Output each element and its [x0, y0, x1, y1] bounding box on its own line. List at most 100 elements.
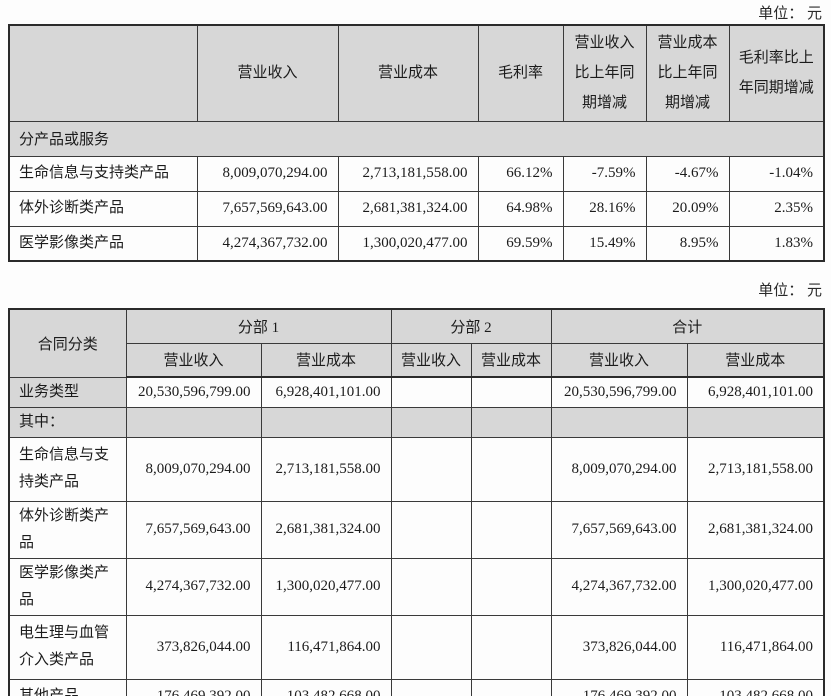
- cell-cost: 1,300,020,477.00: [337, 225, 479, 262]
- t2-corner-header: 合同分类: [8, 308, 127, 378]
- empty-cell: [390, 406, 472, 438]
- cell-seg2-cost: [470, 678, 552, 696]
- cell-seg2-revenue: [390, 557, 472, 616]
- t2-subheader-cost: 营业成本: [470, 342, 552, 378]
- cell-seg2-revenue: [390, 614, 472, 680]
- cell-margin: 66.12%: [477, 155, 564, 192]
- cell-total-revenue: 176,469,392.00: [550, 678, 688, 696]
- cell-seg2-revenue: [390, 678, 472, 696]
- t2-subheader-revenue: 营业收入: [550, 342, 688, 378]
- unit-label-table1: 单位： 元: [758, 6, 822, 22]
- table-row: 医学影像类产品 4,274,367,732.00 1,300,020,477.0…: [8, 225, 825, 262]
- cell-margin-yoy: 1.83%: [728, 225, 825, 262]
- table-row: 生命信息与支持类产品 8,009,070,294.00 2,713,181,55…: [8, 155, 825, 192]
- cell-cost: 2,713,181,558.00: [337, 155, 479, 192]
- cell-total-revenue: 7,657,569,643.00: [550, 500, 688, 559]
- row-label: 其他产品: [8, 678, 127, 696]
- empty-cell: [125, 406, 262, 438]
- t2-group-total: 合计: [550, 308, 825, 344]
- cell-seg1-cost: 6,928,401,101.00: [260, 376, 392, 408]
- cell-total-cost: 6,928,401,101.00: [686, 376, 825, 408]
- empty-cell: [470, 406, 552, 438]
- cell-total-revenue: 373,826,044.00: [550, 614, 688, 680]
- t1-header-margin-yoy: 毛利率比上年同期增减: [728, 24, 825, 122]
- table-row: 体外诊断类产品 7,657,569,643.00 2,681,381,324.0…: [8, 500, 825, 559]
- cell-seg2-cost: [470, 436, 552, 502]
- cell-seg1-revenue: 7,657,569,643.00: [125, 500, 262, 559]
- cell-seg1-cost: 2,713,181,558.00: [260, 436, 392, 502]
- cell-seg2-cost: [470, 500, 552, 559]
- table-row: 生命信息与支持类产品 8,009,070,294.00 2,713,181,55…: [8, 436, 825, 502]
- cell-seg1-cost: 2,681,381,324.00: [260, 500, 392, 559]
- cell-total-cost: 2,713,181,558.00: [686, 436, 825, 502]
- cell-seg1-revenue: 8,009,070,294.00: [125, 436, 262, 502]
- row-label: 体外诊断类产品: [8, 500, 127, 559]
- t1-header-revenue-yoy: 营业收入比上年同期增减: [562, 24, 647, 122]
- t2-group-segment2: 分部 2: [390, 308, 552, 344]
- t2-group-segment1: 分部 1: [125, 308, 392, 344]
- cell-seg1-cost: 116,471,864.00: [260, 614, 392, 680]
- t1-section-label: 分产品或服务: [8, 120, 825, 157]
- cell-cost: 2,681,381,324.00: [337, 190, 479, 227]
- cell-revenue: 8,009,070,294.00: [196, 155, 339, 192]
- cell-margin-yoy: 2.35%: [728, 190, 825, 227]
- t1-header-cost: 营业成本: [337, 24, 479, 122]
- cell-cost-yoy: -4.67%: [645, 155, 730, 192]
- row-label: 生命信息与支持类产品: [8, 155, 198, 192]
- empty-cell: [260, 406, 392, 438]
- cell-revenue-yoy: 15.49%: [562, 225, 647, 262]
- products-services-table: 营业收入 营业成本 毛利率 营业收入比上年同期增减 营业成本比上年同期增减 毛利…: [8, 24, 825, 262]
- empty-cell: [550, 406, 688, 438]
- t1-header-row: 营业收入 营业成本 毛利率 营业收入比上年同期增减 营业成本比上年同期增减 毛利…: [8, 24, 825, 122]
- cell-revenue-yoy: -7.59%: [562, 155, 647, 192]
- cell-seg2-cost: [470, 614, 552, 680]
- cell-revenue: 7,657,569,643.00: [196, 190, 339, 227]
- table-row: 医学影像类产品 4,274,367,732.00 1,300,020,477.0…: [8, 557, 825, 616]
- cell-seg2-revenue: [390, 500, 472, 559]
- table-row-business-type: 业务类型 20,530,596,799.00 6,928,401,101.00 …: [8, 376, 825, 408]
- cell-total-cost: 2,681,381,324.00: [686, 500, 825, 559]
- unit-label-table2: 单位： 元: [758, 283, 822, 299]
- cell-revenue: 4,274,367,732.00: [196, 225, 339, 262]
- row-label: 体外诊断类产品: [8, 190, 198, 227]
- cell-total-revenue: 8,009,070,294.00: [550, 436, 688, 502]
- t1-header-cost-yoy: 营业成本比上年同期增减: [645, 24, 730, 122]
- cell-seg1-revenue: 373,826,044.00: [125, 614, 262, 680]
- t1-header-revenue: 营业收入: [196, 24, 339, 122]
- t1-header-margin: 毛利率: [477, 24, 564, 122]
- cell-cost-yoy: 20.09%: [645, 190, 730, 227]
- table-row: 电生理与血管介入类产品 373,826,044.00 116,471,864.0…: [8, 614, 825, 680]
- t2-sub-header-row: 营业收入 营业成本 营业收入 营业成本 营业收入 营业成本: [9, 342, 825, 378]
- cell-total-revenue: 4,274,367,732.00: [550, 557, 688, 616]
- table-row-among-which: 其中：: [8, 406, 825, 438]
- t2-subheader-revenue: 营业收入: [390, 342, 472, 378]
- cell-seg1-cost: 103,482,668.00: [260, 678, 392, 696]
- t2-subheader-revenue: 营业收入: [125, 342, 262, 378]
- cell-seg1-revenue: 4,274,367,732.00: [125, 557, 262, 616]
- contract-classification-table: 合同分类 分部 1 分部 2 合计 营业收入 营业成本 营业收入 营业成本 营业…: [8, 308, 826, 696]
- cell-revenue-yoy: 28.16%: [562, 190, 647, 227]
- cell-cost-yoy: 8.95%: [645, 225, 730, 262]
- t2-subheader-cost: 营业成本: [260, 342, 392, 378]
- t1-section-row: 分产品或服务: [8, 120, 825, 157]
- cell-margin-yoy: -1.04%: [728, 155, 825, 192]
- cell-seg2-cost: [470, 557, 552, 616]
- cell-seg1-revenue: 20,530,596,799.00: [125, 376, 262, 408]
- cell-margin: 69.59%: [477, 225, 564, 262]
- cell-total-cost: 103,482,668.00: [686, 678, 825, 696]
- empty-cell: [686, 406, 825, 438]
- t1-corner-empty-cell: [8, 24, 198, 122]
- row-label: 医学影像类产品: [8, 557, 127, 616]
- table-row: 其他产品 176,469,392.00 103,482,668.00 176,4…: [8, 678, 825, 696]
- t2-subheader-cost: 营业成本: [686, 342, 825, 378]
- cell-seg2-revenue: [390, 436, 472, 502]
- cell-seg1-revenue: 176,469,392.00: [125, 678, 262, 696]
- cell-seg2-cost: [470, 376, 552, 408]
- cell-total-revenue: 20,530,596,799.00: [550, 376, 688, 408]
- cell-margin: 64.98%: [477, 190, 564, 227]
- row-label: 生命信息与支持类产品: [8, 436, 127, 502]
- row-label: 电生理与血管介入类产品: [8, 614, 127, 680]
- cell-seg2-revenue: [390, 376, 472, 408]
- cell-total-cost: 1,300,020,477.00: [686, 557, 825, 616]
